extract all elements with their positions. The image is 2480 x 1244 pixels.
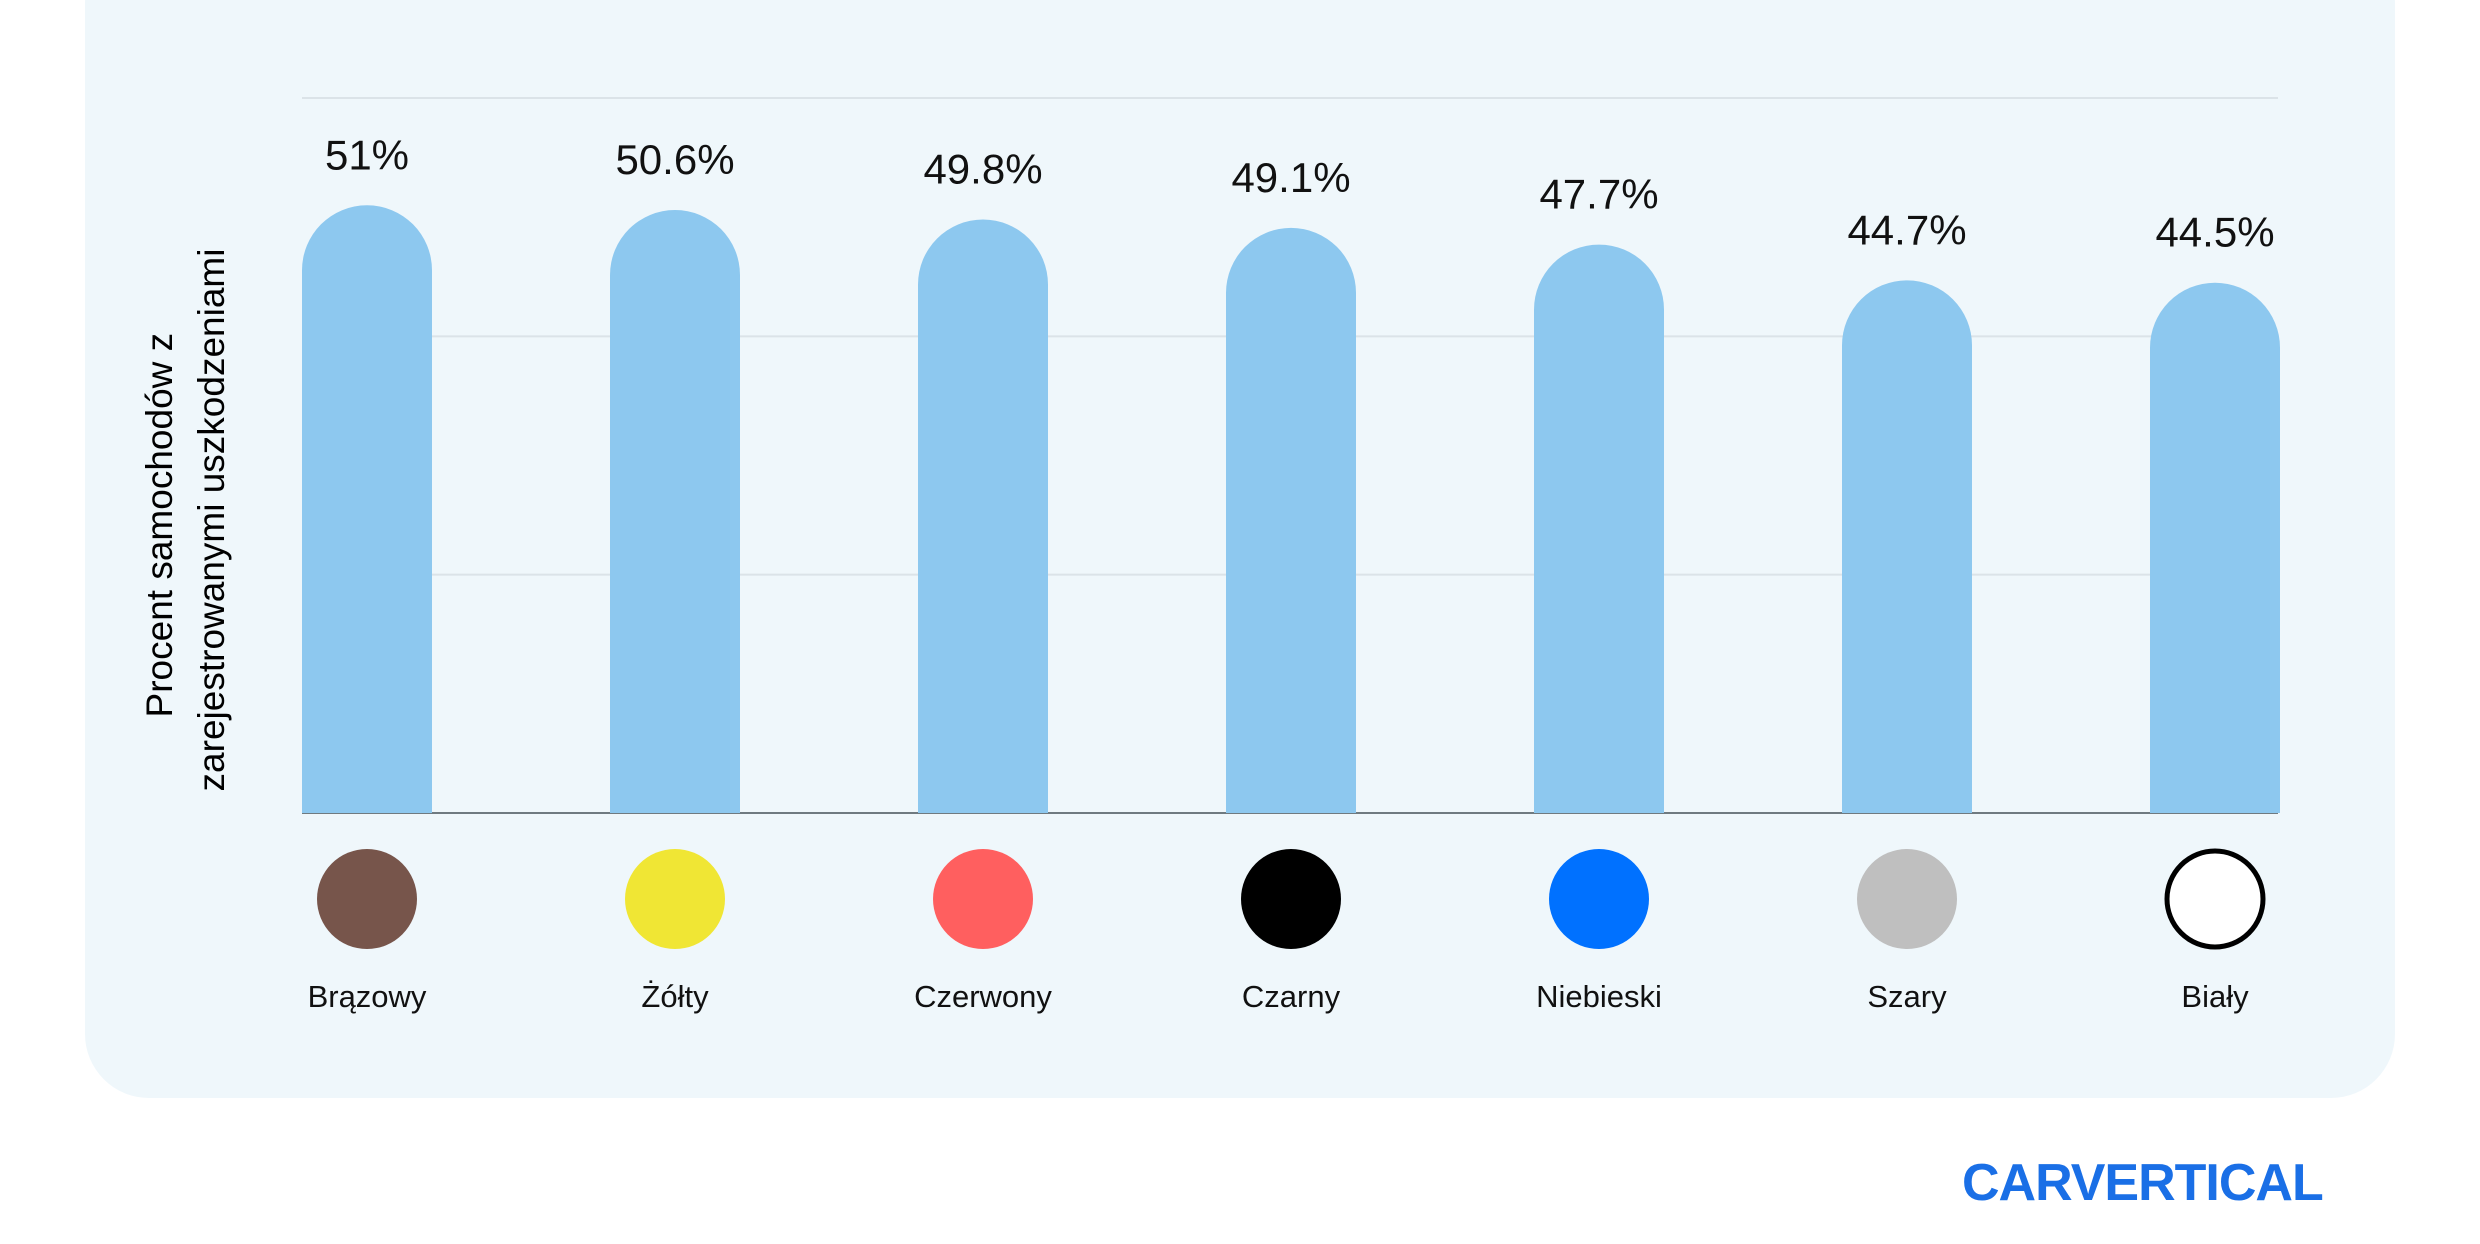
color-swatch bbox=[1857, 849, 1957, 949]
category-labels: Brązowy Żółty Czerwony Czarny Niebieski Szary… bbox=[308, 979, 2250, 1014]
bar bbox=[1534, 244, 1664, 813]
color-swatch bbox=[933, 849, 1033, 949]
bar bbox=[610, 210, 740, 813]
color-swatch bbox=[317, 849, 417, 949]
carvertical-logo: CARVERTICAL bbox=[1962, 1154, 2324, 1212]
category-label: Czarny bbox=[1242, 979, 1341, 1014]
value-label: 44.5% bbox=[2155, 209, 2274, 256]
y-axis-label-line-2: zarejestrowanymi uszkodzeniami bbox=[191, 249, 232, 792]
category-label: Żółty bbox=[641, 979, 709, 1014]
category-label: Brązowy bbox=[308, 979, 427, 1014]
bar bbox=[918, 219, 1048, 813]
category-label: Biały bbox=[2181, 979, 2249, 1014]
category-label: Niebieski bbox=[1536, 979, 1662, 1014]
y-axis-label-line-1: Procent samochodów z bbox=[139, 333, 180, 718]
bar bbox=[2150, 282, 2280, 813]
color-swatch bbox=[2164, 848, 2266, 950]
color-swatch bbox=[1549, 849, 1649, 949]
value-label: 50.6% bbox=[615, 136, 734, 183]
y-axis-label: Procent samochodów z zarejestrowanymi us… bbox=[139, 249, 232, 792]
color-swatches bbox=[317, 848, 2266, 950]
value-label: 47.7% bbox=[1539, 171, 1658, 218]
value-labels: 51% 50.6% 49.8% 49.1% 47.7% 44.7% 44.5% bbox=[325, 131, 2275, 255]
category-label: Czerwony bbox=[914, 979, 1052, 1014]
logo-text: CARVERTICAL bbox=[1962, 1154, 2323, 1212]
color-swatch bbox=[625, 849, 725, 949]
bar bbox=[1226, 227, 1356, 814]
value-label: 49.8% bbox=[923, 146, 1042, 193]
bar bbox=[302, 205, 432, 814]
value-label: 49.1% bbox=[1231, 154, 1350, 201]
bars bbox=[302, 205, 2280, 814]
category-label: Szary bbox=[1867, 979, 1947, 1014]
bar bbox=[1842, 280, 1972, 813]
value-label: 44.7% bbox=[1847, 206, 1966, 253]
value-label: 51% bbox=[325, 131, 409, 178]
color-swatch bbox=[1241, 849, 1341, 949]
